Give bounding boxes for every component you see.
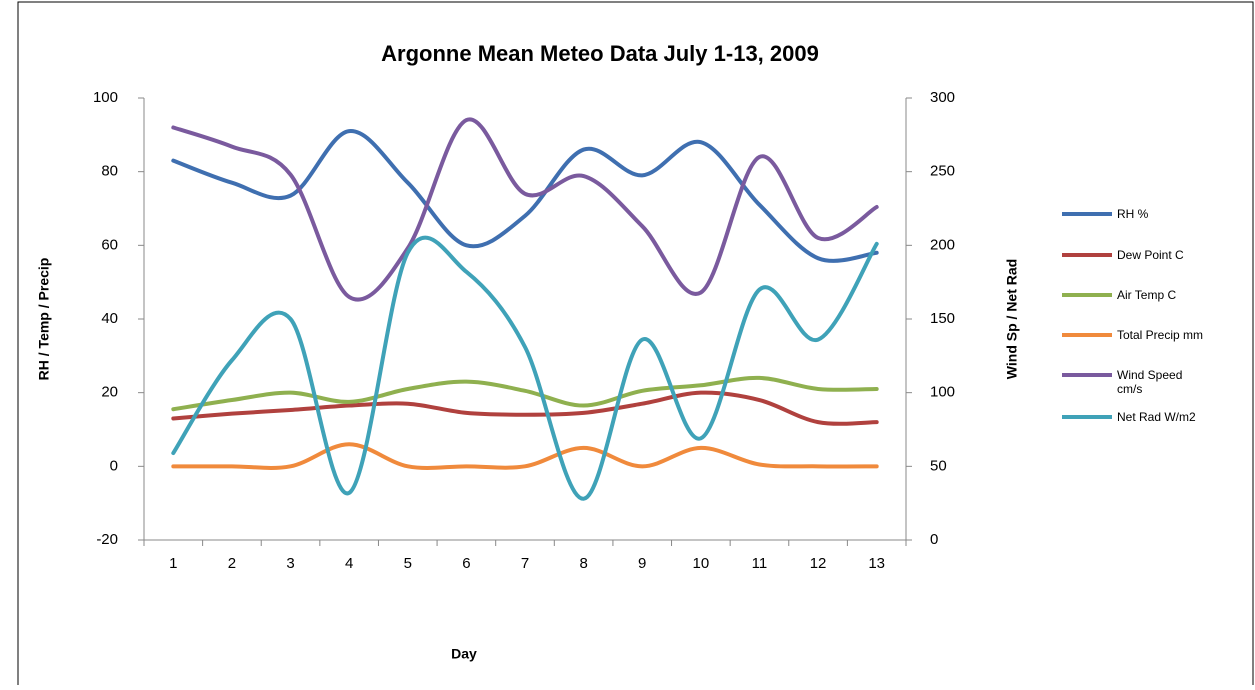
chart-title: Argonne Mean Meteo Data July 1-13, 2009	[381, 41, 819, 66]
x-tick-label: 4	[345, 555, 353, 572]
y-tick-label: 0	[110, 457, 118, 474]
series-line	[171, 117, 879, 302]
y2-tick-label: 150	[930, 310, 955, 327]
legend-label: Dew Point C	[1117, 248, 1184, 262]
series-line	[171, 442, 879, 470]
x-tick-label: 11	[752, 555, 768, 572]
x-tick-label: 8	[579, 555, 587, 572]
y-tick-label: 60	[101, 236, 118, 253]
x-axis-title: Day	[451, 646, 477, 662]
x-tick-label: 2	[228, 555, 236, 572]
series-line	[171, 235, 879, 501]
y2-tick-label: 300	[930, 89, 955, 106]
chart-frame	[17, 1, 1254, 685]
x-tick-label: 13	[868, 555, 885, 572]
y-tick-label: 100	[93, 89, 118, 106]
y2-tick-label: 250	[930, 163, 955, 180]
legend-label: RH %	[1117, 207, 1149, 221]
x-tick-label: 9	[638, 555, 646, 572]
y2-tick-label: 50	[930, 457, 947, 474]
legend-label: Wind Speed cm/s	[1117, 368, 1183, 396]
x-tick-label: 12	[810, 555, 827, 572]
series-line	[171, 375, 879, 412]
x-tick-label: 10	[693, 555, 710, 572]
y2-tick-label: 100	[930, 384, 955, 401]
x-tick-label: 1	[169, 555, 177, 572]
legend-label: Air Temp C	[1117, 288, 1177, 302]
legend-label: Total Precip mm	[1117, 328, 1204, 342]
x-tick-label: 5	[404, 555, 412, 572]
y-axis-title: RH / Temp / Precip	[36, 258, 52, 381]
series-line	[171, 129, 879, 263]
y-tick-label: 20	[101, 384, 118, 401]
y-tick-label: 40	[101, 310, 118, 327]
y-tick-label: 80	[101, 163, 118, 180]
legend-label: Net Rad W/m2	[1117, 410, 1196, 424]
x-tick-label: 7	[521, 555, 529, 572]
x-tick-label: 6	[462, 555, 470, 572]
series-line	[171, 390, 879, 426]
y2-tick-label: 0	[930, 531, 938, 548]
y2-axis-title: Wind Sp / Net Rad	[1004, 259, 1020, 379]
y2-tick-label: 200	[930, 236, 955, 253]
y-tick-label: -20	[96, 531, 118, 548]
x-tick-label: 3	[286, 555, 294, 572]
